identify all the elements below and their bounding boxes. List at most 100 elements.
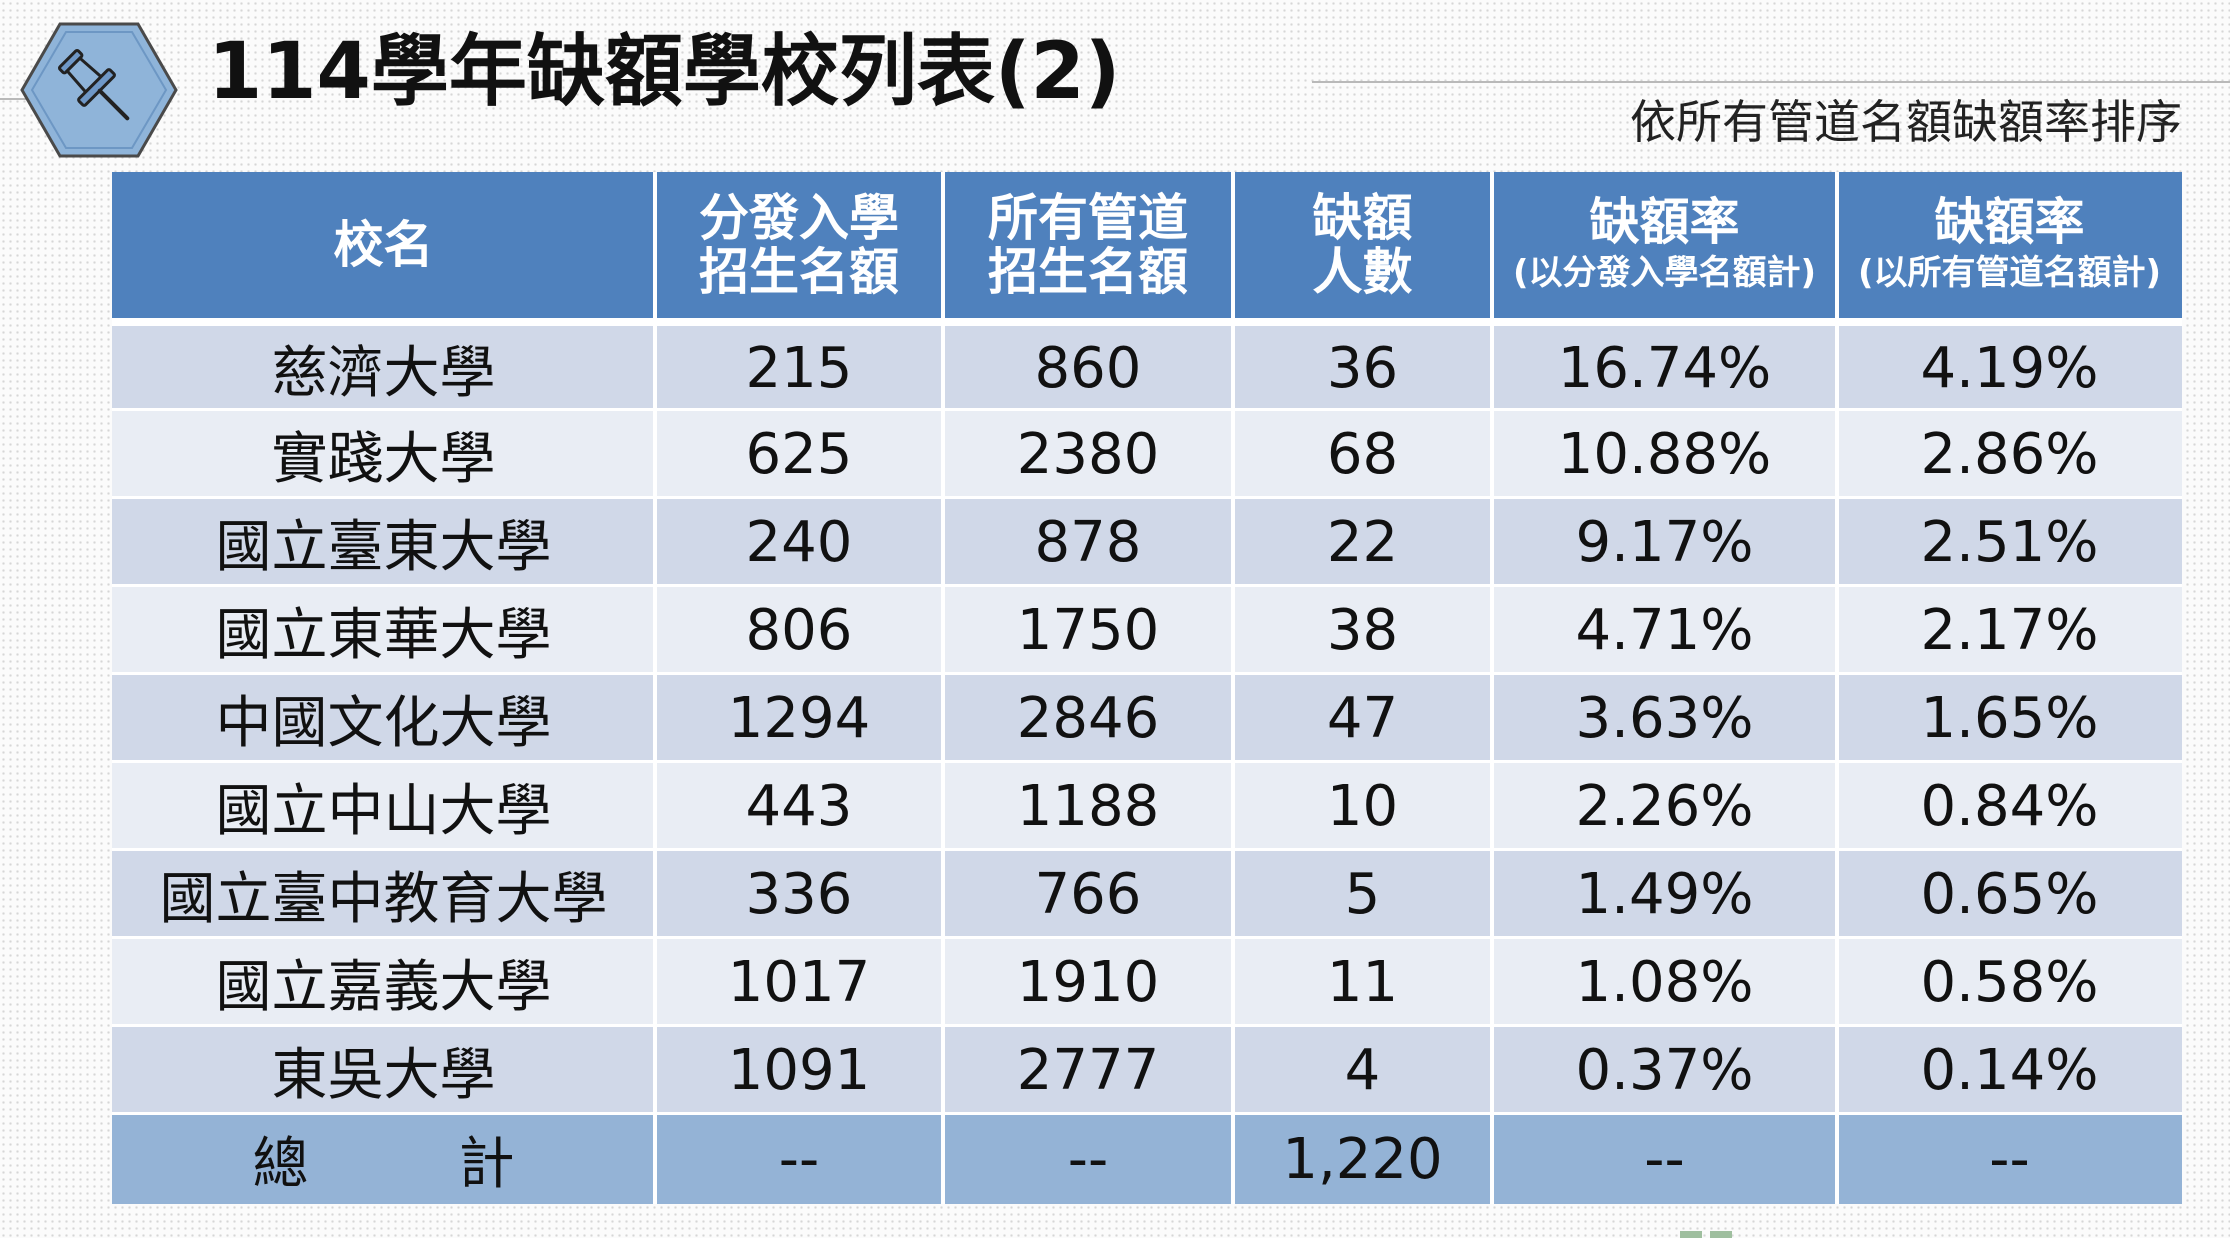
cell-school: 東吳大學 — [271, 1042, 496, 1108]
cell-school: 慈濟大學 — [271, 340, 496, 406]
cell-rate-all: 0.65% — [1920, 861, 2099, 927]
cell-school: 國立臺東大學 — [215, 514, 552, 580]
header-rate-all-sub: (以所有管道名額計) — [1857, 253, 2162, 293]
title-badge — [20, 20, 178, 160]
cell-alloc: 1017 — [727, 949, 871, 1015]
table-row: 國立東華大學 806 1750 38 4.71% 2.17% — [112, 586, 2182, 674]
cell-total-rate-alloc: -- — [1644, 1126, 1685, 1192]
total-label-char2: 計 — [458, 1131, 515, 1197]
cell-rate-alloc: 1.49% — [1575, 861, 1754, 927]
row-divider — [112, 1112, 2182, 1115]
title-rule-right — [1312, 81, 2230, 83]
cell-total-alloc: -- — [778, 1126, 820, 1192]
cell-alloc: 336 — [745, 861, 853, 927]
row-divider — [112, 1024, 2182, 1027]
cell-school: 國立東華大學 — [215, 602, 552, 668]
cell-all: 2846 — [1016, 685, 1160, 751]
row-divider — [112, 672, 2182, 675]
header-rate-alloc-main: 缺額率 — [1589, 193, 1740, 251]
header-all-quota-line2: 招生名額 — [988, 243, 1188, 301]
pushpin-icon — [20, 22, 178, 158]
cell-rate-alloc: 4.71% — [1575, 597, 1754, 663]
column-divider — [1231, 172, 1235, 1204]
column-divider — [1490, 172, 1494, 1204]
vacancy-table: 校名 分發入學 招生名額 所有管道 招生名額 缺額 人數 缺額率 (以分發入學名… — [112, 172, 2182, 1204]
cell-alloc: 1091 — [727, 1037, 871, 1103]
cell-school: 國立臺中教育大學 — [159, 866, 608, 932]
header-rate-alloc-sub: (以分發入學名額計) — [1512, 253, 1817, 293]
cell-vacancy: 36 — [1326, 335, 1399, 401]
cell-alloc: 806 — [745, 597, 853, 663]
cell-rate-all: 0.58% — [1920, 949, 2099, 1015]
column-divider — [1835, 172, 1839, 1204]
cell-rate-all: 4.19% — [1920, 335, 2099, 401]
cell-school: 實踐大學 — [271, 426, 496, 492]
cell-vacancy: 10 — [1326, 773, 1399, 839]
cell-school: 中國文化大學 — [215, 690, 552, 756]
row-divider — [112, 848, 2182, 851]
cell-all: 1188 — [1016, 773, 1160, 839]
cell-total-vacancy: 1,220 — [1282, 1126, 1443, 1192]
cell-vacancy: 68 — [1326, 421, 1399, 487]
header-divider — [112, 318, 2182, 326]
cell-rate-all: 2.51% — [1920, 509, 2099, 575]
cell-all: 878 — [1034, 509, 1142, 575]
header-school: 校名 — [333, 216, 434, 274]
cell-rate-all: 0.14% — [1920, 1037, 2099, 1103]
cell-all: 2777 — [1016, 1037, 1160, 1103]
column-divider — [941, 172, 945, 1204]
cell-alloc: 443 — [745, 773, 853, 839]
cell-rate-alloc: 2.26% — [1575, 773, 1754, 839]
cell-total-label: 總 計 — [112, 1114, 655, 1204]
cell-all: 2380 — [1016, 421, 1160, 487]
cell-rate-all: 2.86% — [1920, 421, 2099, 487]
cell-rate-alloc: 10.88% — [1557, 421, 1772, 487]
column-divider — [653, 172, 657, 1204]
cell-vacancy: 22 — [1326, 509, 1399, 575]
table-row: 國立中山大學 443 1188 10 2.26% 0.84% — [112, 762, 2182, 850]
total-label-char1: 總 — [252, 1131, 309, 1197]
header-rate-all: 缺額率 (以所有管道名額計) — [1837, 172, 2182, 318]
cell-rate-alloc: 0.37% — [1575, 1037, 1754, 1103]
cell-all: 1750 — [1016, 597, 1160, 663]
footer-mark — [1680, 1231, 1732, 1238]
cell-rate-all: 2.17% — [1920, 597, 2099, 663]
row-divider — [112, 584, 2182, 587]
cell-alloc: 625 — [745, 421, 853, 487]
row-divider — [112, 408, 2182, 411]
row-divider — [112, 936, 2182, 939]
table-row: 國立嘉義大學 1017 1910 11 1.08% 0.58% — [112, 938, 2182, 1026]
row-divider — [112, 496, 2182, 499]
header-vacancy-line1: 缺額 — [1312, 189, 1413, 247]
title-rule-left — [0, 98, 40, 100]
table-row: 實踐大學 625 2380 68 10.88% 2.86% — [112, 410, 2182, 498]
header-alloc-quota-line2: 招生名額 — [699, 243, 899, 301]
header-vacancy: 缺額 人數 — [1233, 172, 1492, 318]
header-all-quota: 所有管道 招生名額 — [943, 172, 1233, 318]
cell-total-rate-all: -- — [1989, 1126, 2030, 1192]
table-row: 中國文化大學 1294 2846 47 3.63% 1.65% — [112, 674, 2182, 762]
cell-alloc: 240 — [745, 509, 853, 575]
cell-alloc: 1294 — [727, 685, 871, 751]
table-row: 慈濟大學 215 860 36 16.74% 4.19% — [112, 326, 2182, 410]
cell-vacancy: 47 — [1326, 685, 1399, 751]
cell-rate-alloc: 3.63% — [1575, 685, 1754, 751]
header-all-quota-line1: 所有管道 — [988, 189, 1188, 247]
sort-note: 依所有管道名額缺額率排序 — [1630, 95, 2182, 149]
cell-all: 1910 — [1016, 949, 1160, 1015]
cell-rate-alloc: 9.17% — [1575, 509, 1754, 575]
cell-vacancy: 5 — [1344, 861, 1381, 927]
header-alloc-quota: 分發入學 招生名額 — [655, 172, 943, 318]
cell-rate-alloc: 16.74% — [1557, 335, 1772, 401]
cell-rate-alloc: 1.08% — [1575, 949, 1754, 1015]
header-alloc-quota-line1: 分發入學 — [699, 189, 899, 247]
cell-school: 國立中山大學 — [215, 778, 552, 844]
table-row: 國立臺中教育大學 336 766 5 1.49% 0.65% — [112, 850, 2182, 938]
cell-vacancy: 4 — [1344, 1037, 1381, 1103]
table-total-row: 總 計 -- -- 1,220 -- -- — [112, 1114, 2182, 1204]
cell-rate-all: 0.84% — [1920, 773, 2099, 839]
header-vacancy-line2: 人數 — [1312, 243, 1413, 301]
cell-vacancy: 38 — [1326, 597, 1399, 663]
table-row: 國立臺東大學 240 878 22 9.17% 2.51% — [112, 498, 2182, 586]
cell-all: 860 — [1034, 335, 1142, 401]
